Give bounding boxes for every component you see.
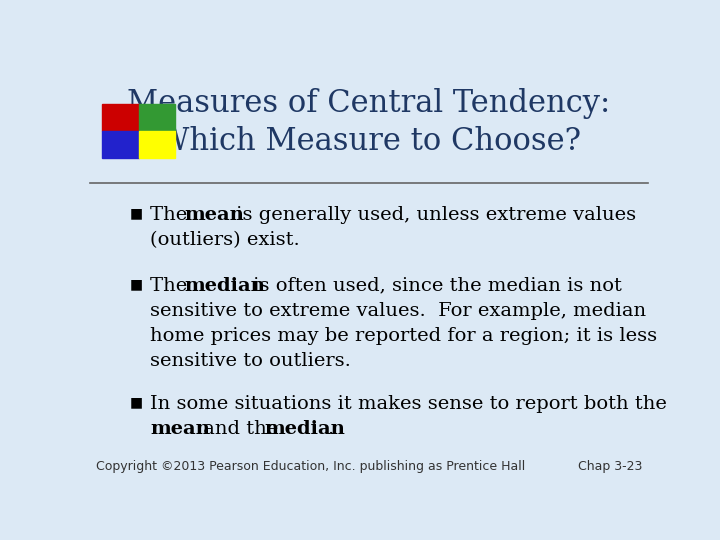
Text: (outliers) exist.: (outliers) exist. [150,231,300,249]
Text: and the: and the [197,420,284,438]
Text: median: median [184,277,265,295]
Text: Measures of Central Tendency:
Which Measure to Choose?: Measures of Central Tendency: Which Meas… [127,87,611,157]
Text: sensitive to outliers.: sensitive to outliers. [150,352,351,370]
Text: home prices may be reported for a region; it is less: home prices may be reported for a region… [150,327,657,345]
Bar [138,131,175,158]
Text: ■: ■ [130,206,143,220]
Text: The: The [150,206,194,224]
Bar [102,104,138,131]
Text: .: . [327,420,333,438]
Text: is often used, since the median is not: is often used, since the median is not [247,277,621,295]
Text: is generally used, unless extreme values: is generally used, unless extreme values [230,206,636,224]
Text: Chap 3-23: Chap 3-23 [578,460,642,473]
Text: sensitive to extreme values.  For example, median: sensitive to extreme values. For example… [150,302,647,320]
Text: median: median [264,420,346,438]
Text: mean: mean [184,206,244,224]
Text: ■: ■ [130,277,143,291]
Bar [102,131,138,158]
Text: The: The [150,277,194,295]
Bar [138,104,175,131]
Text: In some situations it makes sense to report both the: In some situations it makes sense to rep… [150,395,667,413]
Text: mean: mean [150,420,210,438]
Text: ■: ■ [130,395,143,409]
Text: Copyright ©2013 Pearson Education, Inc. publishing as Prentice Hall: Copyright ©2013 Pearson Education, Inc. … [96,460,525,473]
